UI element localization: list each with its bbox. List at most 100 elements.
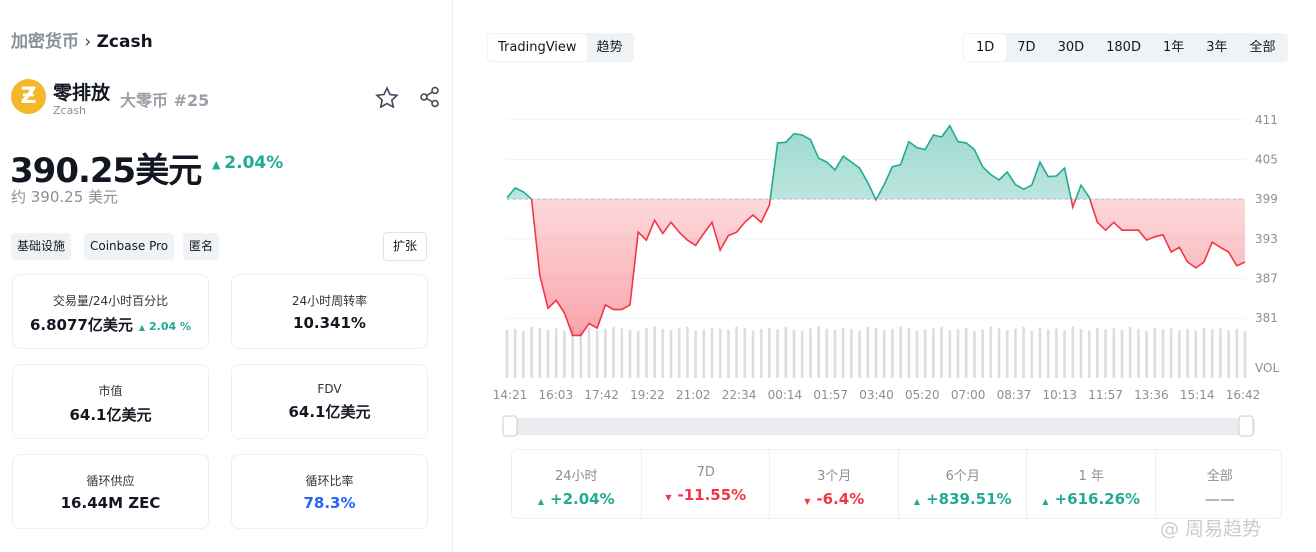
range-button[interactable]: 1D	[964, 34, 1007, 61]
period-label: 全部	[1206, 469, 1233, 484]
volume-label: VOL	[1255, 361, 1279, 375]
stat-card: FDV 64.1亿美元	[231, 364, 428, 439]
tab[interactable]: TradingView	[488, 34, 587, 61]
stat-label: 24小时周转率	[291, 294, 368, 308]
y-tick-label: 399	[1255, 192, 1278, 206]
stat-card: 循环供应 16.44M ZEC	[12, 454, 209, 529]
x-tick-label: 08:37	[997, 388, 1032, 402]
range-buttons: 1D 7D 30D 180D 1年 3年 全部	[963, 33, 1288, 62]
tab[interactable]: 趋势	[596, 40, 623, 55]
volume-bar	[759, 328, 763, 378]
change: -11.55%	[677, 486, 747, 504]
range-button[interactable]: 180D	[1106, 40, 1141, 55]
x-tick-label: 10:13	[1042, 388, 1077, 402]
range-button[interactable]: 7D	[1017, 40, 1036, 55]
coin-alias: 大零币 #25	[120, 87, 209, 111]
x-tick-label: 15:14	[1180, 388, 1215, 402]
volume-bar	[1005, 330, 1009, 378]
volume-bar	[1186, 328, 1189, 378]
breadcrumb-current: Zcash	[96, 32, 153, 52]
range-button[interactable]: 全部	[1249, 40, 1276, 55]
range-button[interactable]: 30D	[1057, 40, 1085, 55]
volume-bar	[554, 328, 558, 378]
volume-bar	[1071, 326, 1075, 378]
volume-bar	[973, 331, 976, 378]
x-tick-label: 07:00	[951, 388, 986, 402]
range-button[interactable]: 3年	[1206, 40, 1228, 55]
period-cell: 6个月 ▲ +839.51%	[897, 450, 1028, 518]
volume-bar	[653, 326, 656, 378]
trend-arrow: ▼	[665, 493, 672, 502]
volume-bar	[948, 330, 952, 378]
volume-bar	[1227, 330, 1230, 378]
volume-bar	[1153, 327, 1157, 378]
x-tick-label: 16:03	[539, 388, 574, 402]
y-tick-label: 381	[1255, 311, 1278, 325]
volume-bar	[1210, 329, 1214, 378]
volume-bar	[686, 327, 689, 378]
scrollbar[interactable]	[507, 418, 1255, 435]
volume-bar	[956, 328, 960, 378]
price: 390.25美元	[10, 151, 202, 191]
volume-bar	[1055, 328, 1058, 378]
range-button[interactable]: 1年	[1162, 40, 1185, 55]
period-cell: 1 年 ▲ +616.26%	[1026, 450, 1156, 518]
volume-bar	[915, 330, 919, 378]
volume-bar	[800, 331, 804, 378]
volume-bar	[1038, 327, 1042, 378]
x-tick-label: 01:57	[813, 388, 848, 402]
tag[interactable]: 基础设施	[11, 233, 72, 260]
x-tick-label: 21:02	[676, 388, 711, 402]
scroll-handle[interactable]	[502, 415, 518, 437]
period-label: 7D	[696, 465, 715, 480]
period-label: 6个月	[945, 469, 980, 484]
period-label: 24小时	[554, 469, 598, 484]
price-approx: 约 390.25 美元	[11, 188, 119, 206]
volume-bar	[538, 327, 542, 378]
volume-bar	[1161, 329, 1165, 378]
scroll-handle[interactable]	[1238, 415, 1254, 437]
volume-bar	[989, 326, 993, 378]
volume-bar	[776, 329, 779, 378]
expand-button[interactable]: 扩张	[383, 232, 428, 261]
tag[interactable]: 匿名	[183, 233, 220, 260]
stat-value: 64.1亿美元	[232, 401, 427, 422]
star-icon[interactable]	[375, 86, 399, 108]
y-tick-label: 411	[1255, 113, 1278, 127]
volume-bar	[1178, 330, 1181, 378]
volume-bar	[661, 328, 665, 378]
volume-bar	[505, 330, 509, 378]
x-tick-label: 22:34	[722, 388, 757, 402]
volume-bar	[907, 327, 911, 378]
volume-bar	[1087, 330, 1091, 378]
volume-bar	[981, 329, 984, 378]
area-up	[507, 125, 1245, 200]
volume-bar	[809, 328, 812, 378]
price-line-down	[530, 199, 1246, 337]
stat-value: 16.44M ZEC	[13, 494, 208, 512]
stat-change: 2.04 %	[149, 320, 192, 333]
volume-bar	[735, 326, 738, 378]
volume-bar	[751, 330, 755, 378]
rank: #25	[173, 91, 210, 110]
volume-bar	[628, 330, 632, 378]
breadcrumb-parent[interactable]: 加密货币	[11, 32, 79, 52]
tag[interactable]: Coinbase Pro	[84, 233, 175, 260]
stat-card: 交易量/24小时百分比 6.8077亿美元 ▲ 2.04 %	[12, 274, 209, 349]
value: 6.8077亿美元	[29, 316, 133, 334]
volume-bar	[718, 328, 722, 378]
chart-tabs: TradingView 趋势	[487, 33, 634, 62]
stat-value: 78.3%	[232, 494, 427, 512]
volume-bar	[620, 328, 624, 378]
divider	[452, 0, 453, 552]
volume-bar	[1104, 329, 1107, 378]
trend-arrow: ▲	[913, 497, 921, 506]
stat-card: 市值 64.1亿美元	[12, 364, 209, 439]
volume-bar	[1030, 330, 1034, 378]
volume-bar	[571, 326, 574, 378]
volume-bar	[702, 329, 706, 378]
share-icon[interactable]	[419, 86, 441, 108]
volume-bar	[1145, 331, 1148, 378]
volume-bar	[710, 327, 714, 378]
